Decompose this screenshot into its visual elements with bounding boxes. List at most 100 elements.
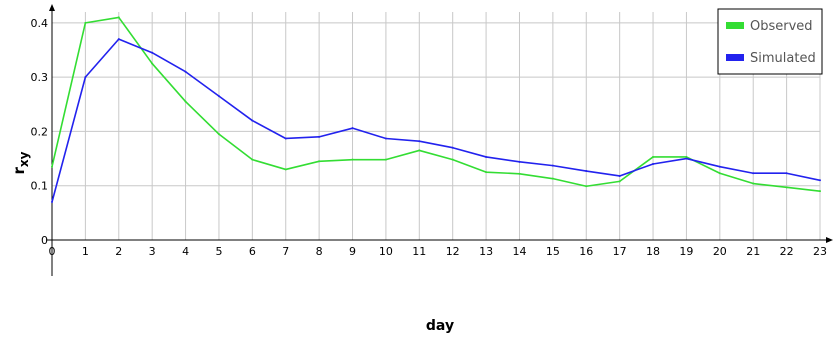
- data-point-observed: [384, 158, 387, 161]
- data-point-observed: [418, 149, 421, 152]
- data-point-observed: [819, 190, 821, 193]
- data-point-simulated: [518, 160, 521, 163]
- x-tick-label: 10: [379, 245, 393, 258]
- data-point-observed: [618, 180, 621, 183]
- y-axis-title-subscript: xy: [17, 151, 31, 167]
- y-axis-title: rxy: [10, 151, 31, 174]
- data-point-simulated: [819, 179, 821, 182]
- data-point-simulated: [217, 95, 220, 98]
- x-tick-label: 19: [679, 245, 693, 258]
- data-point-observed: [551, 177, 554, 180]
- legend-label-observed: Observed: [750, 19, 813, 34]
- data-point-simulated: [351, 127, 354, 130]
- x-tick-label: 2: [115, 245, 122, 258]
- x-tick-label: 8: [316, 245, 323, 258]
- x-axis-arrow: [826, 237, 833, 243]
- x-tick-label: 9: [349, 245, 356, 258]
- series-observed: [51, 16, 821, 193]
- data-point-observed: [451, 158, 454, 161]
- x-tick-label: 16: [579, 245, 593, 258]
- x-tick-label: 15: [546, 245, 560, 258]
- x-tick-label: 14: [512, 245, 526, 258]
- y-tick-label: 0: [41, 234, 48, 247]
- data-point-observed: [485, 171, 488, 174]
- series: [51, 16, 821, 203]
- data-point-observed: [51, 165, 53, 168]
- y-tick-label: 0.3: [31, 71, 49, 84]
- data-point-simulated: [685, 157, 688, 160]
- x-axis-title: day: [426, 318, 454, 334]
- x-tick-label: 7: [282, 245, 289, 258]
- legend-box: [717, 8, 823, 75]
- y-tick-label: 0.2: [31, 125, 49, 138]
- series-line-simulated: [51, 38, 821, 203]
- data-point-simulated: [284, 137, 287, 140]
- data-point-observed: [685, 155, 688, 158]
- data-point-observed: [217, 133, 220, 136]
- x-tick-label: 21: [746, 245, 760, 258]
- data-point-observed: [251, 158, 254, 161]
- x-tick-label: 22: [780, 245, 794, 258]
- data-point-simulated: [451, 146, 454, 149]
- x-tick-label: 11: [412, 245, 426, 258]
- data-point-simulated: [418, 140, 421, 143]
- x-tick-label: 12: [446, 245, 460, 258]
- data-point-observed: [518, 172, 521, 175]
- x-tick-label: 0: [49, 245, 56, 258]
- x-tick-label: 18: [646, 245, 660, 258]
- tick-labels: 0 1 2 3 4 5 6 7 8 9 10 11 12 13 14 15 16 17 18 19 20 21 22 2300…: [31, 17, 828, 258]
- series-simulated: [51, 38, 821, 203]
- data-point-simulated: [151, 51, 154, 54]
- y-axis-arrow: [49, 4, 55, 11]
- data-point-observed: [652, 155, 655, 158]
- data-point-simulated: [652, 163, 655, 165]
- data-point-simulated: [585, 170, 588, 173]
- data-point-observed: [184, 100, 187, 103]
- data-point-simulated: [551, 164, 554, 167]
- data-point-simulated: [752, 172, 755, 175]
- x-tick-label: 4: [182, 245, 189, 258]
- x-tick-label: 6: [249, 245, 256, 258]
- legend-label-simulated: Simulated: [750, 51, 816, 66]
- data-point-observed: [351, 158, 354, 161]
- data-point-simulated: [384, 137, 387, 140]
- data-point-simulated: [318, 135, 321, 138]
- data-point-simulated: [84, 76, 87, 79]
- data-point-observed: [718, 172, 721, 175]
- data-point-observed: [752, 182, 755, 185]
- legend-items: Observed Simulated: [726, 19, 816, 66]
- data-point-simulated: [184, 70, 187, 73]
- legend-swatch-observed: [726, 22, 744, 29]
- series-line-observed: [51, 16, 821, 192]
- data-point-simulated: [618, 174, 621, 177]
- data-point-simulated: [51, 201, 53, 203]
- y-axis-title-main: r: [10, 166, 28, 174]
- data-point-simulated: [251, 119, 254, 122]
- data-point-simulated: [117, 38, 120, 41]
- data-point-simulated: [485, 155, 488, 158]
- x-tick-label: 3: [149, 245, 156, 258]
- y-tick-label: 0.1: [31, 180, 49, 193]
- x-tick-label: 1: [82, 245, 89, 258]
- legend-swatch-simulated: [726, 54, 744, 61]
- legend: Observed Simulated: [717, 8, 823, 75]
- data-point-observed: [585, 185, 588, 188]
- x-tick-label: 20: [713, 245, 727, 258]
- x-tick-label: 5: [215, 245, 222, 258]
- x-tick-label: 13: [479, 245, 493, 258]
- y-tick-label: 0.4: [31, 17, 49, 30]
- data-point-observed: [117, 16, 120, 19]
- data-point-observed: [785, 186, 788, 189]
- x-tick-label: 23: [813, 245, 827, 258]
- grid: [52, 12, 821, 240]
- data-point-simulated: [785, 172, 788, 175]
- svg-text:rxy: rxy: [10, 151, 31, 174]
- data-point-observed: [318, 160, 321, 163]
- data-point-observed: [84, 21, 87, 24]
- data-point-simulated: [718, 165, 721, 168]
- axes: [46, 4, 833, 276]
- data-point-observed: [284, 168, 287, 171]
- x-tick-label: 17: [613, 245, 627, 258]
